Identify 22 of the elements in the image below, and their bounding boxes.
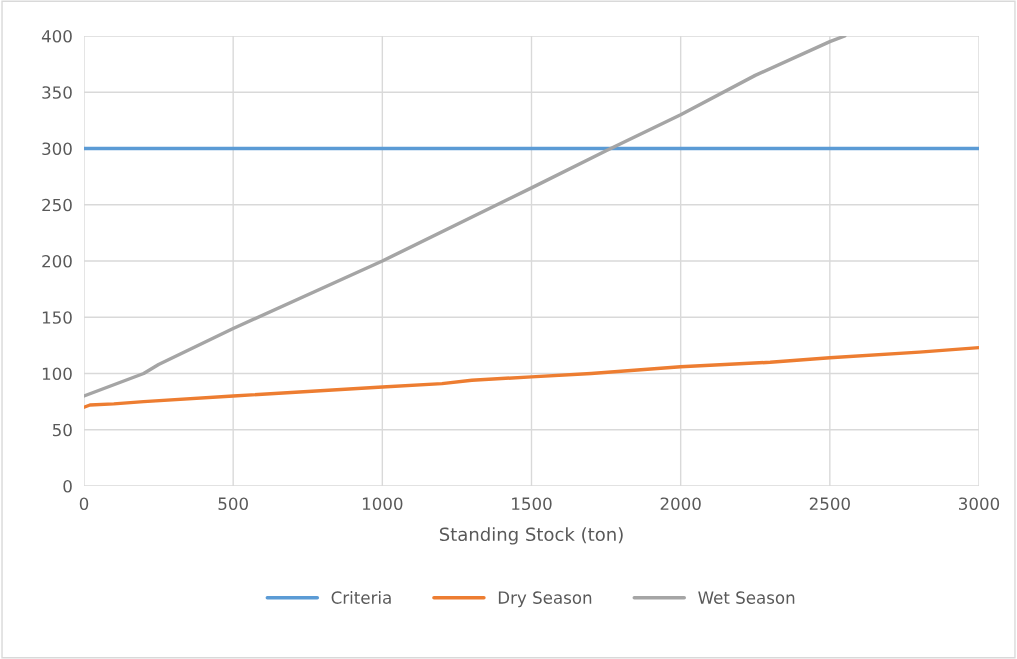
y-tick-label: 250: [42, 198, 72, 212]
line-series: [84, 36, 847, 398]
line-series: [84, 345, 979, 409]
y-tick-label: 100: [42, 367, 72, 381]
legend-label: Wet Season: [698, 591, 795, 604]
x-tick-label: 3000: [959, 497, 1000, 511]
x-tick-label: 1500: [512, 497, 552, 511]
x-axis-title: Standing Stock (ton): [439, 527, 623, 545]
y-tick-label: 150: [42, 311, 72, 324]
legend-label: Criteria: [331, 591, 391, 604]
x-tick-label: 500: [218, 497, 248, 511]
y-tick-label: 300: [42, 142, 72, 156]
y-tick-label: 350: [42, 86, 72, 99]
x-tick-label: 1000: [362, 497, 403, 511]
y-tick-label: 400: [41, 29, 72, 43]
y-tick-label: 0: [63, 479, 72, 493]
x-tick-label: 2500: [809, 497, 850, 511]
y-tick-label: 50: [52, 423, 72, 437]
legend-label: Dry Season: [498, 591, 592, 608]
x-tick-label: 2000: [660, 497, 701, 511]
x-tick-label: 0: [79, 497, 89, 511]
y-tick-label: 200: [42, 254, 72, 268]
